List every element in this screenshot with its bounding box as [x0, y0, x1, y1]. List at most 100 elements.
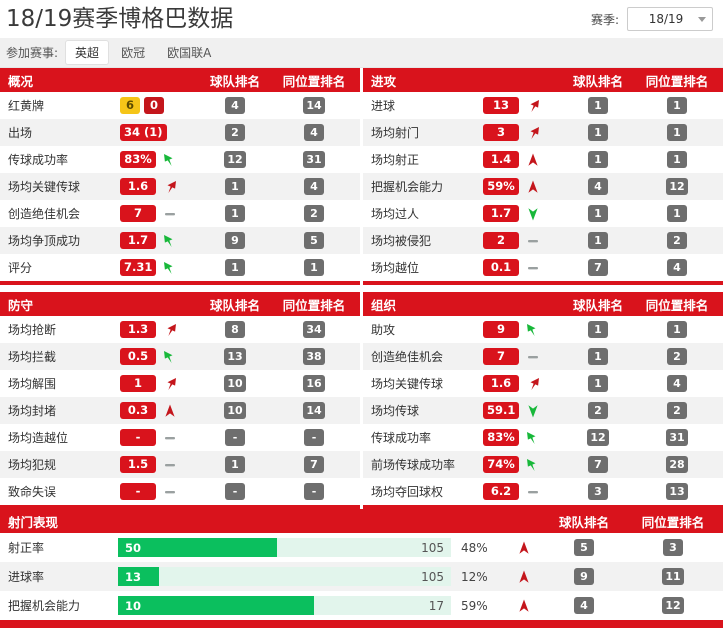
- stat-value-group: 7.31: [120, 259, 198, 276]
- stat-panel-attack: 进攻 球队排名 同位置排名 进球 13 1 1 场均射门 3 1 1 场均射正 1.4 1 1 把握机会能力 5…: [363, 68, 723, 285]
- stat-label: 场均射正: [371, 153, 420, 167]
- panel-footer-accent: [0, 505, 360, 509]
- col-position-rank-defense: 同位置排名: [282, 297, 346, 313]
- panel-row-spacer: [0, 285, 360, 292]
- competition-tab-1[interactable]: 欧冠: [121, 46, 146, 60]
- team-rank-cell: -: [198, 429, 272, 446]
- stat-value-group: 74%: [483, 456, 561, 473]
- stat-value-group: 83%: [483, 429, 561, 446]
- trend-flat-icon: [162, 457, 178, 473]
- position-rank-cell: 38: [272, 348, 356, 365]
- shooting-bar-total: 105: [421, 569, 444, 584]
- stat-label: 场均被侵犯: [371, 234, 432, 248]
- team-rank-badge: -: [225, 429, 245, 446]
- shooting-bar-fill: 13: [118, 567, 160, 586]
- team-rank-cell: 1: [561, 97, 635, 114]
- position-rank-cell: 12: [635, 178, 719, 195]
- team-rank-cell: 1: [561, 232, 635, 249]
- panel-row-spacer: [360, 285, 363, 292]
- panel-header-defense: 防守 球队排名 同位置排名: [0, 292, 360, 316]
- stat-row: 场均封堵 0.3 10 14: [0, 397, 360, 424]
- stat-label: 场均抢断: [8, 323, 57, 337]
- stat-row: 场均拦截 0.5 13 38: [0, 343, 360, 370]
- position-rank-badge: 28: [666, 456, 688, 473]
- position-rank-badge: 2: [667, 232, 687, 249]
- stat-row: 致命失误 - - -: [0, 478, 360, 505]
- col-team-rank-defense: 球队排名: [209, 297, 260, 313]
- position-rank-badge: 34: [303, 321, 325, 338]
- trend-caret-up-red-icon: [525, 152, 541, 168]
- stat-row: 场均夺回球权 6.2 3 13: [363, 478, 723, 505]
- stat-row: 场均关键传球 1.6 1 4: [363, 370, 723, 397]
- stat-value-group: 6.2: [483, 483, 561, 500]
- team-rank-cell: 2: [198, 124, 272, 141]
- stat-label: 场均夺回球权: [371, 485, 444, 499]
- trend-none-icon: [170, 98, 186, 114]
- position-rank-badge: 1: [667, 97, 687, 114]
- competition-tab-0[interactable]: 英超: [66, 41, 109, 64]
- team-rank-badge: 4: [588, 178, 608, 195]
- panel-title-overview: 概况: [8, 73, 34, 89]
- stat-row: 场均犯规 1.5 1 7: [0, 451, 360, 478]
- header-right: 赛季: 18/19: [591, 7, 713, 31]
- team-rank-cell: 3: [561, 483, 635, 500]
- competition-bar: 参加赛事: 英超 欧冠 欧国联A: [0, 38, 723, 68]
- season-select[interactable]: 18/19: [627, 7, 713, 31]
- page-title: 18/19赛季博格巴数据: [6, 6, 234, 32]
- stat-label: 评分: [8, 261, 33, 275]
- stat-value-pill: 1: [120, 375, 156, 392]
- position-rank-cell: 14: [272, 97, 356, 114]
- position-rank-badge: 1: [304, 259, 324, 276]
- stat-value-pill: 0.3: [120, 402, 156, 419]
- team-rank-cell: 1: [561, 375, 635, 392]
- position-rank-badge: 13: [666, 483, 688, 500]
- stat-row: 传球成功率 83% 12 31: [0, 146, 360, 173]
- stat-value-group: 59%: [483, 178, 561, 195]
- trend-caret-down-green-icon: [525, 206, 541, 222]
- stat-label: 创造绝佳机会: [371, 350, 444, 364]
- shooting-position-rank-cell: 12: [627, 597, 719, 614]
- stat-value-pill: 7: [120, 205, 156, 222]
- shooting-team-rank-cell: 4: [541, 597, 627, 614]
- stat-label: 传球成功率: [8, 153, 69, 167]
- team-rank-cell: 12: [198, 151, 272, 168]
- shooting-percent: 59%: [461, 598, 488, 613]
- stat-row: 传球成功率 83% 12 31: [363, 424, 723, 451]
- stat-value-pill: 1.7: [483, 205, 519, 222]
- stat-panel-overview: 概况 球队排名 同位置排名 红黄牌 6 0 4 14 出场 34 (1) 2 4 传球成功率 83% 12 3…: [0, 68, 360, 285]
- shooting-bar-track: 50 105: [118, 538, 451, 557]
- col-team-rank-overview: 球队排名: [209, 73, 260, 89]
- position-rank-cell: 16: [272, 375, 356, 392]
- position-rank-badge: 31: [303, 151, 325, 168]
- team-rank-cell: 7: [561, 259, 635, 276]
- stat-label: 场均拦截: [8, 350, 57, 364]
- team-rank-badge: 1: [225, 178, 245, 195]
- shooting-col-team-rank: 球队排名: [558, 514, 609, 530]
- stat-value-pill: 34 (1): [120, 124, 167, 141]
- stat-value-group: -: [120, 483, 198, 500]
- team-rank-cell: 1: [561, 151, 635, 168]
- stat-value-group: 1.6: [483, 375, 561, 392]
- trend-caret-up-red-icon: [516, 598, 532, 614]
- stat-label: 场均解围: [8, 377, 57, 391]
- stat-row: 创造绝佳机会 7 1 2: [0, 200, 360, 227]
- stat-value-group: -: [120, 429, 198, 446]
- shooting-bar-total: 17: [428, 598, 444, 613]
- panel-title-attack: 进攻: [371, 73, 397, 89]
- panel-header-attack: 进攻 球队排名 同位置排名: [363, 68, 723, 92]
- position-rank-badge: 14: [303, 402, 325, 419]
- competition-tab-2[interactable]: 欧国联A: [167, 46, 212, 60]
- shooting-bar-track: 13 105: [118, 567, 451, 586]
- position-rank-cell: 5: [272, 232, 356, 249]
- trend-caret-up-red-icon: [516, 569, 532, 585]
- stat-panel-defense: 防守 球队排名 同位置排名 场均抢断 1.3 8 34 场均拦截 0.5 13 38 场均解围 1 10 1…: [0, 292, 360, 509]
- position-rank-badge: 5: [304, 232, 324, 249]
- team-rank-badge: 1: [588, 321, 608, 338]
- position-rank-badge: 12: [666, 178, 688, 195]
- trend-none-icon: [173, 125, 189, 141]
- team-rank-badge: 7: [588, 259, 608, 276]
- stat-value-pill: 59.1: [483, 402, 520, 419]
- team-rank-badge: 5: [574, 539, 594, 556]
- stat-label: 场均争顶成功: [8, 234, 81, 248]
